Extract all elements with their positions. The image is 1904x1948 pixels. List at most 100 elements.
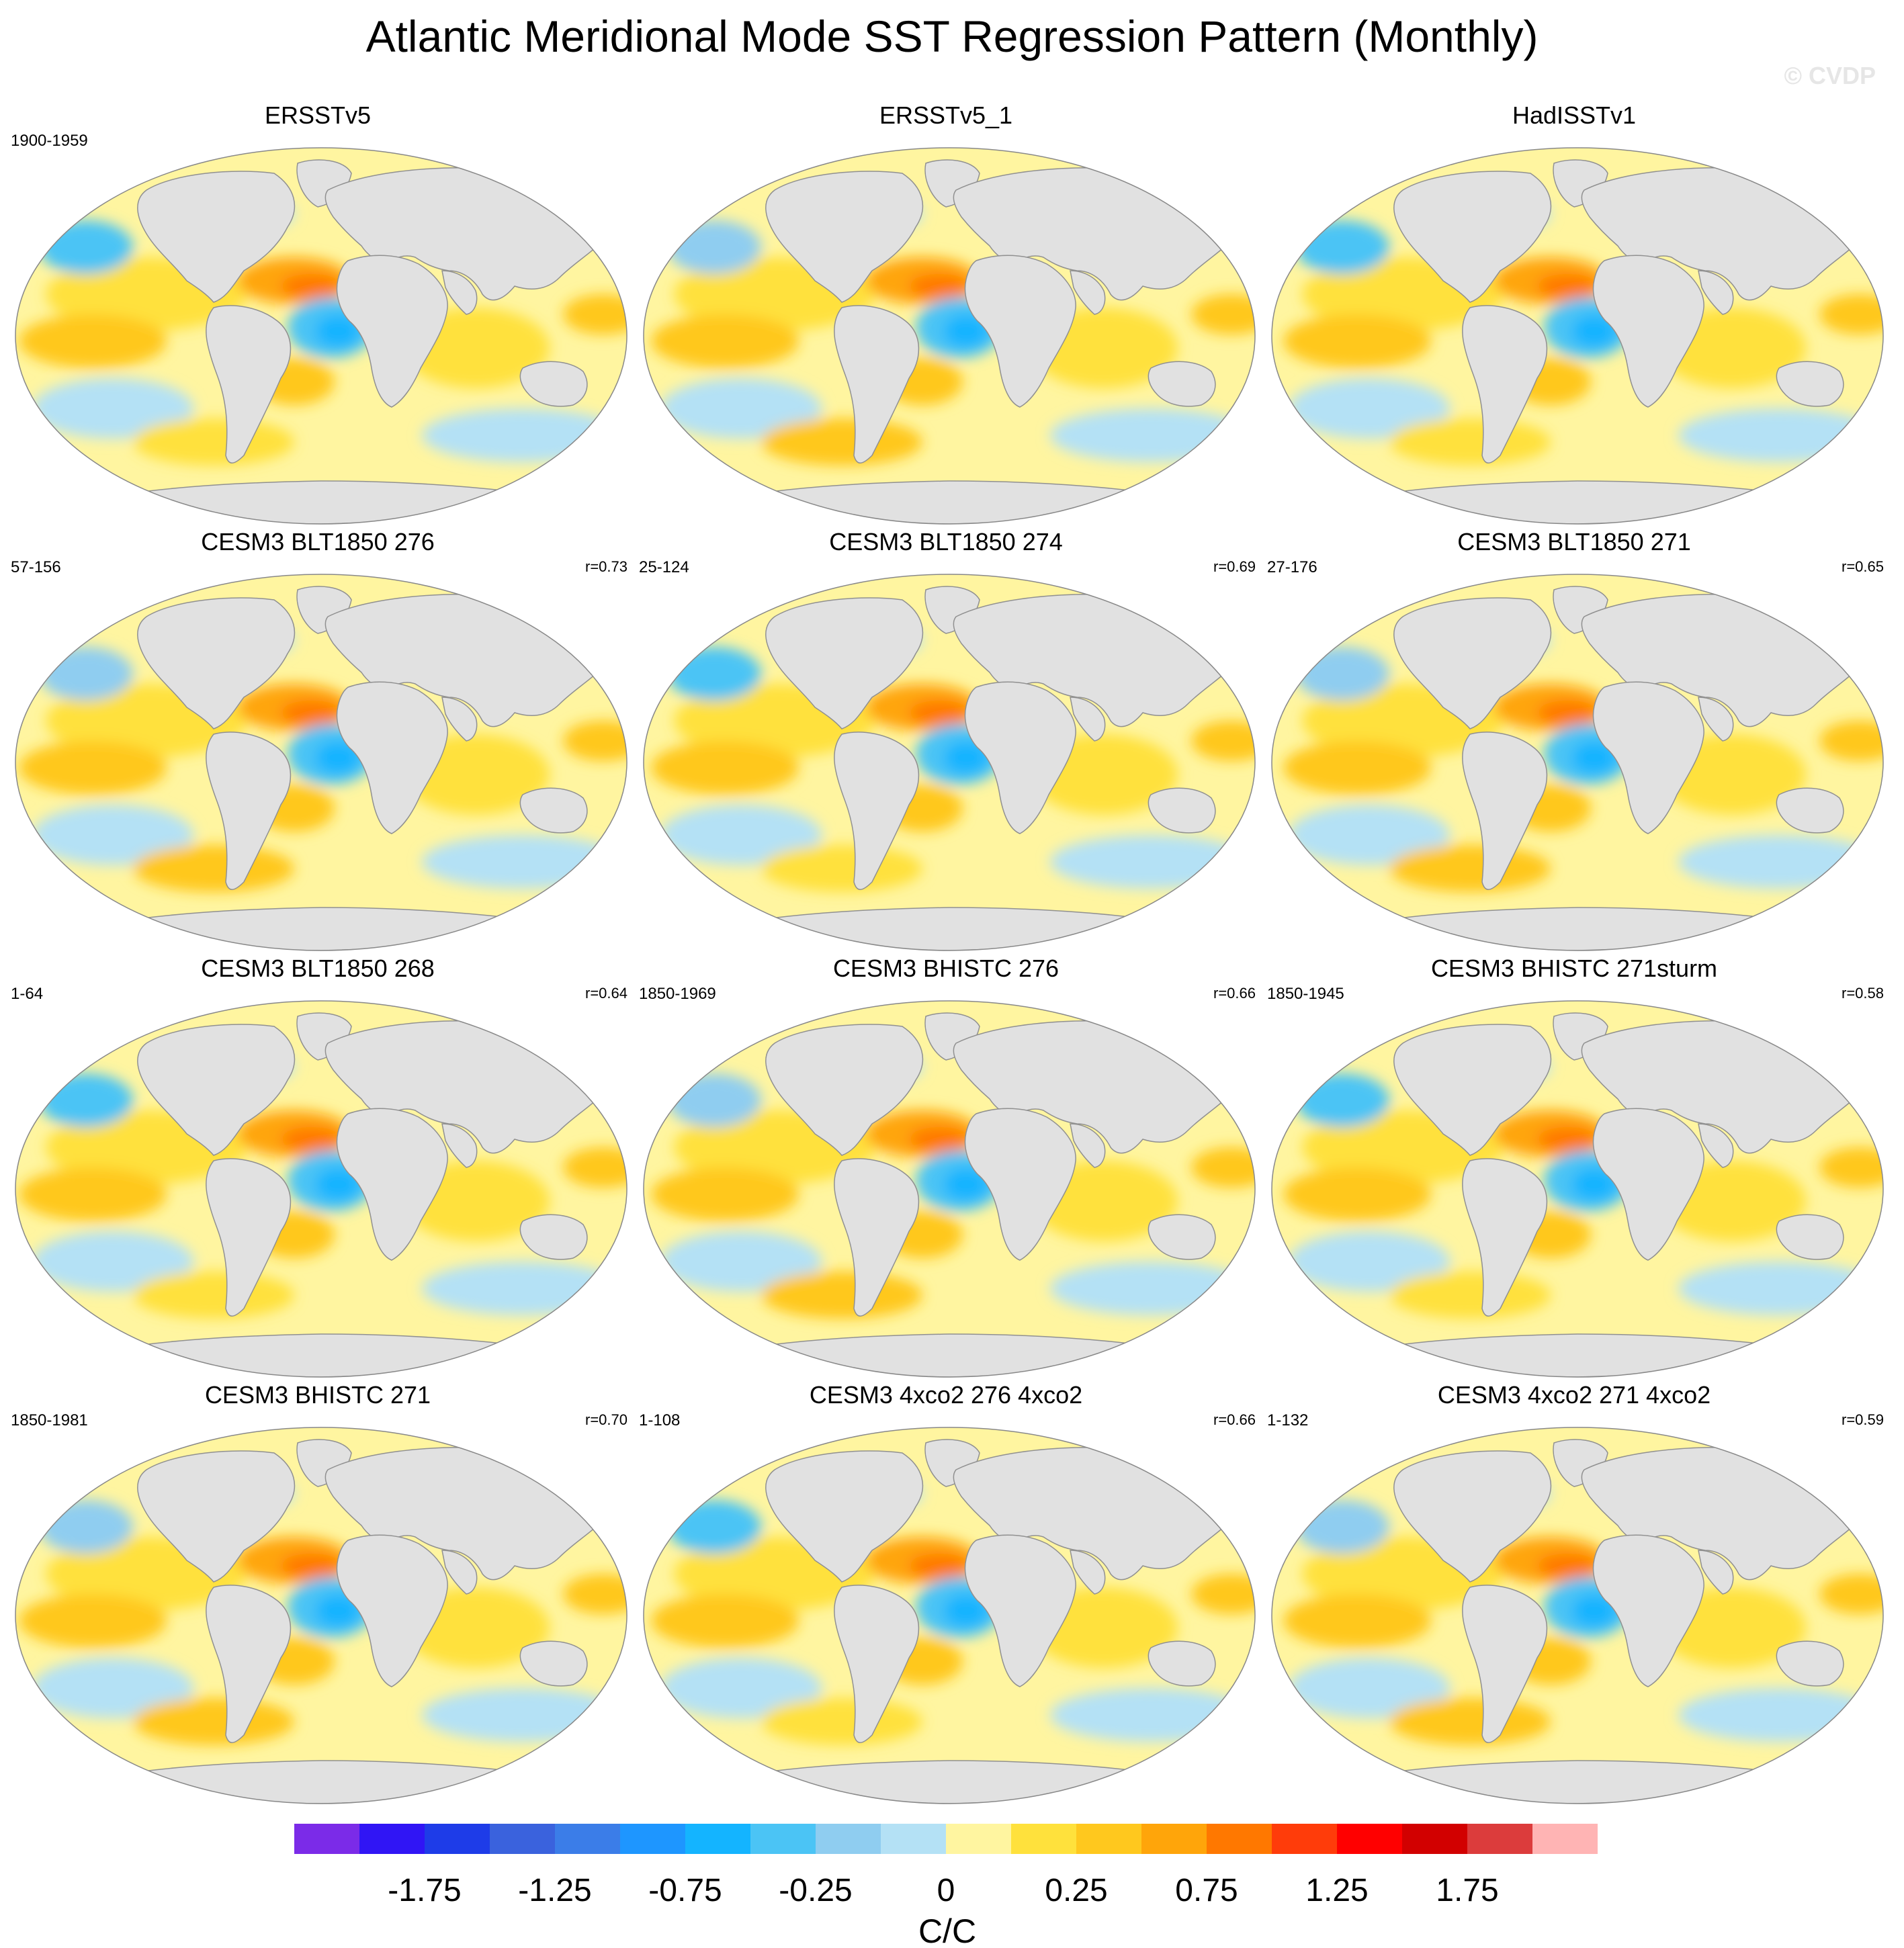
panel-pattern-correlation: r=0.70 xyxy=(585,1411,628,1428)
map-outline xyxy=(15,574,628,951)
land-mass xyxy=(964,1534,1076,1687)
panel-pattern-correlation: r=0.66 xyxy=(1213,1411,1256,1428)
land-mass xyxy=(519,1640,588,1687)
sst-anomaly-region xyxy=(1537,1127,1598,1151)
sst-anomaly-region xyxy=(19,741,167,795)
sst-anomaly-region xyxy=(943,1167,989,1201)
sst-anomaly-region xyxy=(667,220,761,274)
sst-anomaly-region xyxy=(39,1500,133,1554)
panel-title: CESM3 BHISTC 276 xyxy=(832,955,1059,982)
sst-anomaly-region xyxy=(660,1231,822,1292)
sst-anomaly-region xyxy=(422,835,623,889)
land-mass xyxy=(1070,1550,1106,1595)
land-mass xyxy=(441,270,478,315)
land-mass xyxy=(765,171,924,303)
sst-regression-map xyxy=(15,574,628,951)
panel-title: ERSSTv5_1 xyxy=(879,101,1013,129)
sst-anomaly-region xyxy=(133,845,294,892)
land-mass xyxy=(1393,597,1552,729)
panel-title: CESM3 BLT1850 276 xyxy=(201,528,435,556)
land-mass xyxy=(1070,1123,1106,1168)
land-mass xyxy=(1393,171,1552,303)
colorbar-tick-label: 1.75 xyxy=(1436,1873,1498,1908)
land-mass xyxy=(1148,787,1216,834)
cvdp-watermark: © CVDP xyxy=(1784,62,1876,89)
panel-title: HadISSTv1 xyxy=(1512,101,1637,129)
sst-regression-map xyxy=(15,147,628,525)
map-outline xyxy=(643,1427,1256,1804)
sst-anomaly-region xyxy=(32,1658,193,1718)
land-mass xyxy=(206,732,292,890)
sst-anomaly-region xyxy=(1537,701,1598,725)
colorbar-swatch xyxy=(1141,1824,1207,1854)
sst-anomaly-region xyxy=(1283,314,1431,368)
sst-anomaly-region xyxy=(1537,274,1598,298)
map-panel: CESM3 4xco2 271 4xco2 1-132 r=0.59 xyxy=(1262,1380,1887,1810)
sst-regression-map xyxy=(15,1000,628,1378)
sst-anomaly-region xyxy=(281,1554,341,1578)
map-panel: CESM3 BLT1850 268 1-64 r=0.64 xyxy=(5,954,630,1384)
sst-anomaly-region xyxy=(133,418,294,466)
land-mass xyxy=(137,597,296,729)
land-mass xyxy=(1592,681,1704,834)
land-mass xyxy=(834,305,920,463)
panel-title: CESM3 4xco2 276 4xco2 xyxy=(809,1381,1083,1409)
sst-anomaly-region xyxy=(1295,1073,1389,1127)
sst-anomaly-region xyxy=(943,741,989,774)
colorbar-swatch xyxy=(816,1824,881,1854)
panel-pattern-correlation: r=0.69 xyxy=(1213,558,1256,575)
land-mass xyxy=(1462,1158,1548,1317)
sst-anomaly-region xyxy=(315,1594,361,1628)
sst-regression-map xyxy=(643,574,1256,951)
land-mass xyxy=(834,732,920,890)
sst-regression-map xyxy=(15,1427,628,1804)
panel-title: CESM3 BLT1850 274 xyxy=(829,528,1063,556)
land-mass xyxy=(1698,1550,1734,1595)
colorbar-tick-label: 0.25 xyxy=(1045,1873,1107,1908)
sst-anomaly-region xyxy=(1283,1594,1431,1648)
land-mass xyxy=(206,305,292,463)
colorbar-swatch xyxy=(946,1824,1011,1854)
land-mass xyxy=(206,1158,292,1317)
map-outline xyxy=(15,1427,628,1804)
sst-anomaly-region xyxy=(1571,1594,1617,1628)
land-mass xyxy=(1148,1640,1216,1687)
land-mass xyxy=(519,361,588,407)
panel-period: 1850-1981 xyxy=(11,1411,88,1429)
land-mass xyxy=(1070,270,1106,315)
colorbar-swatch xyxy=(1467,1824,1532,1854)
sst-regression-map xyxy=(643,147,1256,525)
sst-anomaly-region xyxy=(1571,1167,1617,1201)
sst-regression-map xyxy=(643,1427,1256,1804)
sst-anomaly-region xyxy=(1050,1261,1252,1315)
sst-anomaly-region xyxy=(19,314,167,368)
panel-period: 1-132 xyxy=(1267,1411,1309,1429)
colorbar-swatch xyxy=(1532,1824,1598,1854)
map-panel: CESM3 BLT1850 276 57-156 r=0.73 xyxy=(5,527,630,957)
colorbar-swatch xyxy=(359,1824,425,1854)
sst-anomaly-region xyxy=(19,1594,167,1648)
land-mass xyxy=(519,1214,588,1260)
land-mass xyxy=(137,1024,296,1156)
sst-regression-map xyxy=(1271,147,1884,525)
land-mass xyxy=(1462,732,1548,890)
map-panel: HadISSTv1 xyxy=(1262,101,1887,531)
sst-anomaly-region xyxy=(651,314,799,368)
panel-title: CESM3 BLT1850 271 xyxy=(1457,528,1691,556)
sst-anomaly-region xyxy=(1295,647,1389,701)
map-panel: CESM3 BLT1850 274 25-124 r=0.69 xyxy=(634,527,1258,957)
map-panel: CESM3 BHISTC 271 1850-1981 r=0.70 xyxy=(5,1380,630,1810)
map-panel: CESM3 BHISTC 276 1850-1969 r=0.66 xyxy=(634,954,1258,1384)
sst-anomaly-region xyxy=(761,1272,922,1319)
map-outline xyxy=(1271,1000,1884,1378)
land-mass xyxy=(1592,255,1704,408)
land-mass xyxy=(1462,1585,1548,1743)
sst-anomaly-region xyxy=(1050,408,1252,462)
sst-anomaly-region xyxy=(651,1594,799,1648)
land-mass xyxy=(765,1024,924,1156)
land-mass xyxy=(964,1108,1076,1261)
land-mass xyxy=(441,1550,478,1595)
colorbar-tick-label: -1.75 xyxy=(388,1873,461,1908)
sst-anomaly-region xyxy=(1389,1698,1551,1745)
colorbar-swatch xyxy=(1076,1824,1141,1854)
